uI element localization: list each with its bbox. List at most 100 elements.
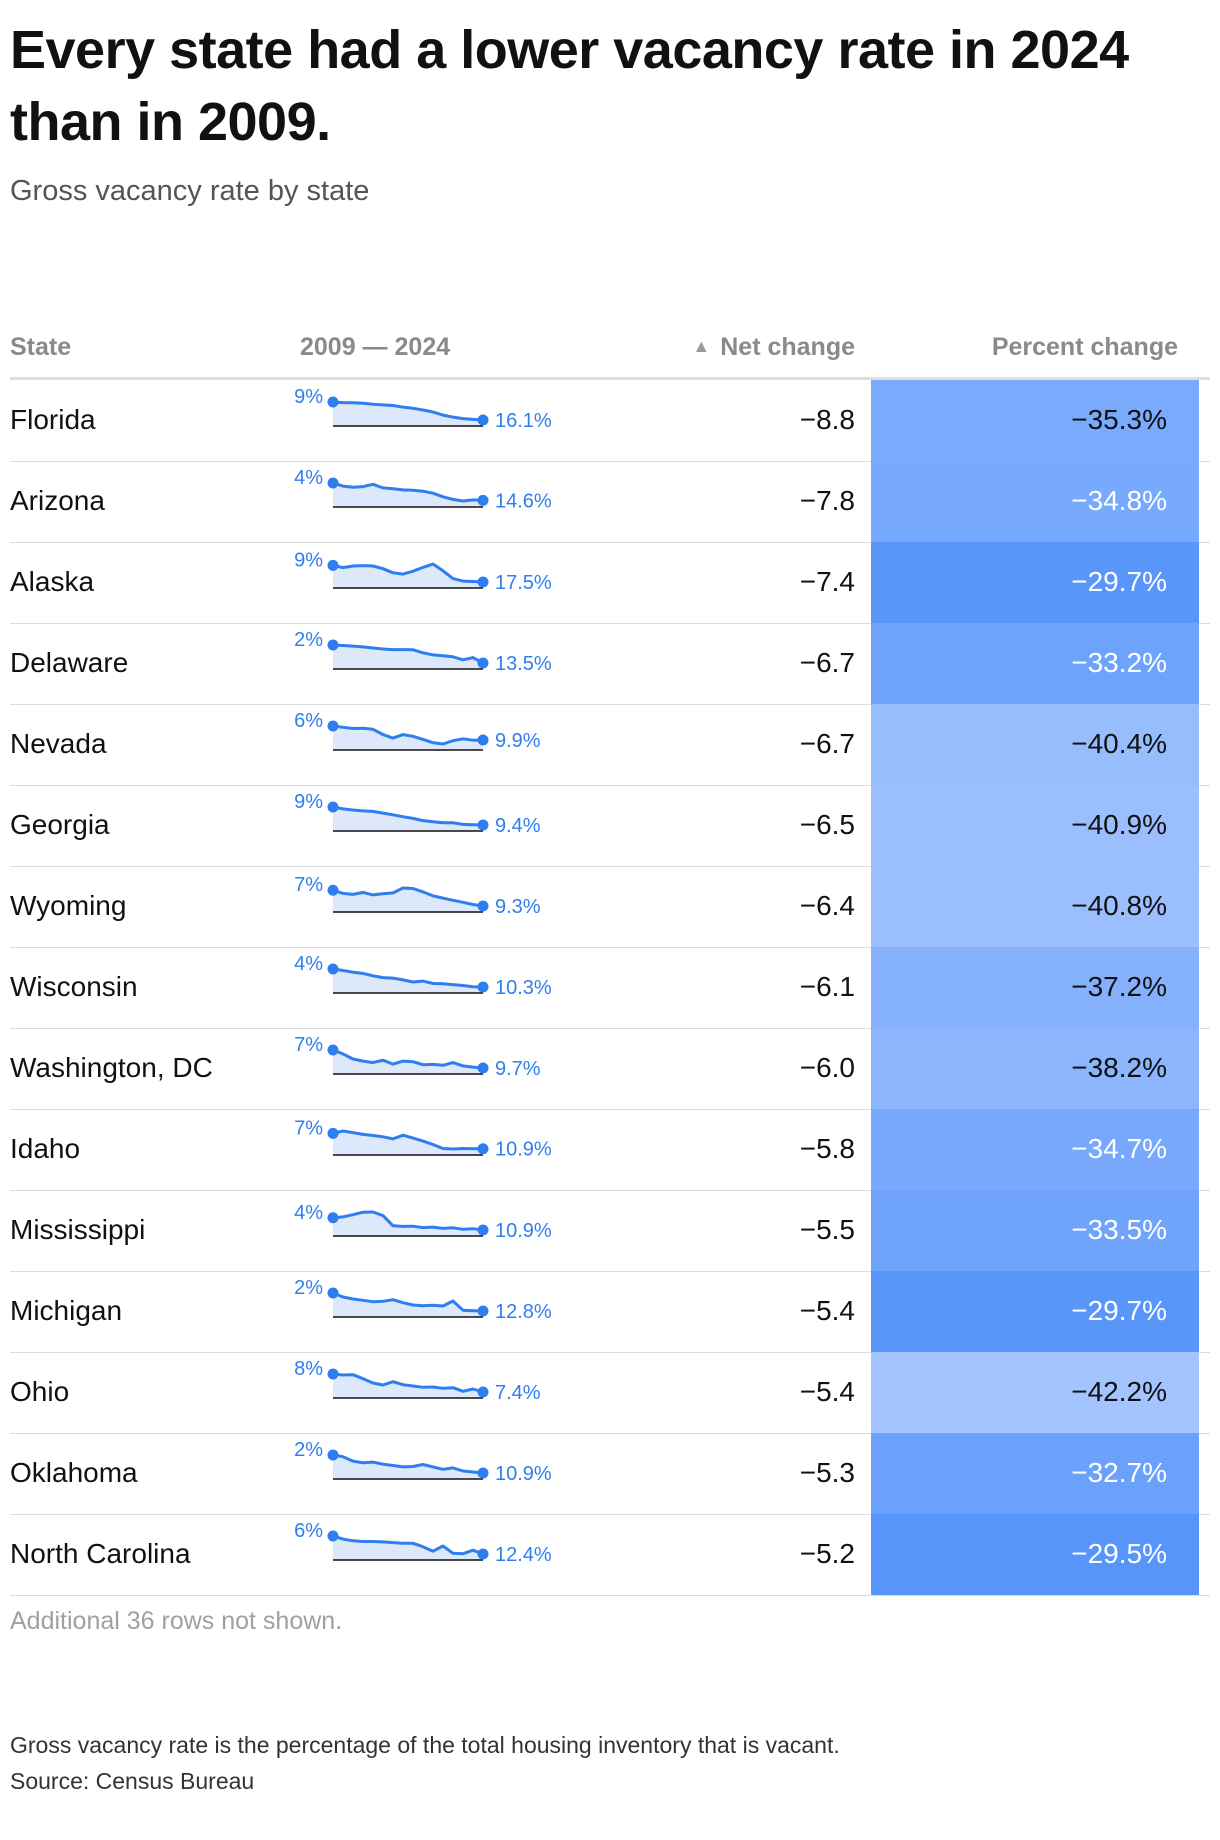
net-change-value: −6.7 xyxy=(799,647,855,678)
state-name: Delaware xyxy=(10,647,129,678)
sparkline-start-dot xyxy=(327,1368,339,1380)
percent-change-value: −35.3% xyxy=(1071,404,1167,435)
sparkline-line xyxy=(332,967,484,989)
percent-change-cell: −40.4% xyxy=(871,704,1199,785)
sparkline-start-dot xyxy=(327,396,339,408)
percent-change-value: −29.7% xyxy=(1071,566,1167,597)
percent-change-cell: −34.7% xyxy=(871,1109,1199,1190)
start-value-label: 12.8% xyxy=(293,1358,323,1380)
sparkline: 16.4% 10.9% xyxy=(293,1202,552,1242)
net-change-value: −6.5 xyxy=(799,809,855,840)
column-header-range[interactable]: 2009 — 2024 xyxy=(300,333,451,361)
state-name: Alaska xyxy=(10,566,95,597)
sparkline-area xyxy=(333,1212,483,1236)
sparkline-end-dot xyxy=(477,494,489,506)
sparkline-end-dot xyxy=(477,414,489,426)
sparkline-start-dot xyxy=(327,477,339,489)
source-note: Source: Census Bureau xyxy=(10,1768,255,1794)
net-change-value: −5.4 xyxy=(799,1295,855,1326)
sparkline-end-dot xyxy=(477,1143,489,1155)
end-value-label: 10.9% xyxy=(495,1220,552,1242)
net-change-value: −6.1 xyxy=(799,971,855,1002)
sparkline-start-dot xyxy=(327,1449,339,1461)
state-name: Georgia xyxy=(10,809,110,840)
start-value-label: 16.6% xyxy=(293,710,323,732)
sparkline-start-dot xyxy=(327,720,339,732)
start-value-label: 18.2% xyxy=(293,1277,323,1299)
table-row: Michigan 18.2% 12.8% −5.4 −29.7% xyxy=(10,1271,1210,1353)
sparkline-end-dot xyxy=(477,657,489,669)
end-value-label: 7.4% xyxy=(495,1382,541,1404)
sparkline-end-dot xyxy=(477,1305,489,1317)
percent-change-value: −34.7% xyxy=(1071,1133,1167,1164)
table-row: Georgia 15.9% 9.4% −6.5 −40.9% xyxy=(10,785,1210,867)
table-row: Nevada 16.6% 9.9% −6.7 −40.4% xyxy=(10,704,1210,786)
sort-ascending-icon: ▲ xyxy=(692,336,711,356)
sparkline: 20.2% 13.5% xyxy=(293,629,552,675)
sparkline: 24.9% 16.1% xyxy=(293,386,552,432)
percent-change-value: −32.7% xyxy=(1071,1457,1167,1488)
end-value-label: 9.3% xyxy=(495,896,541,918)
end-value-label: 16.1% xyxy=(495,410,552,432)
sparkline-end-dot xyxy=(477,1548,489,1560)
sparkline: 16.6% 9.9% xyxy=(293,710,541,752)
column-header-net-change[interactable]: ▲ Net change xyxy=(692,333,855,362)
net-change-value: −5.3 xyxy=(799,1457,855,1488)
net-change-value: −6.0 xyxy=(799,1052,855,1083)
state-name: North Carolina xyxy=(10,1538,191,1569)
column-header-state[interactable]: State xyxy=(10,333,72,361)
percent-change-value: −33.2% xyxy=(1071,647,1167,678)
state-name: Idaho xyxy=(10,1133,81,1164)
start-value-label: 17.6% xyxy=(293,1520,323,1542)
sparkline-start-dot xyxy=(327,1287,339,1299)
sparkline-line xyxy=(332,1129,483,1151)
table-row: Wisconsin 16.4% 10.3% −6.1 −37.2% xyxy=(10,947,1210,1029)
percent-change-value: −34.8% xyxy=(1071,485,1167,516)
start-value-label: 15.7% xyxy=(293,1034,323,1056)
sparkline: 15.9% 9.4% xyxy=(293,791,541,837)
end-value-label: 14.6% xyxy=(495,490,552,512)
sparkline-area xyxy=(333,888,483,912)
table-row: Idaho 16.7% 10.9% −5.8 −34.7% xyxy=(10,1109,1210,1191)
sparkline: 15.7% 9.7% xyxy=(293,1034,541,1080)
end-value-label: 12.4% xyxy=(495,1544,552,1566)
sparkline-start-dot xyxy=(327,1530,339,1542)
sparkline: 22.4% 14.6% xyxy=(293,467,552,512)
table-row: Washington, DC 15.7% 9.7% −6.0 −38.2% xyxy=(10,1028,1210,1110)
sparkline-start-dot xyxy=(327,884,339,896)
net-change-value: −6.4 xyxy=(799,890,855,921)
end-value-label: 9.4% xyxy=(495,815,541,837)
percent-change-value: −40.8% xyxy=(1071,890,1167,921)
sparkline-start-dot xyxy=(327,1044,339,1056)
sparkline-area xyxy=(333,483,483,507)
sparkline-area xyxy=(333,564,483,588)
net-change-value: −5.2 xyxy=(799,1538,855,1569)
start-value-label: 16.7% xyxy=(293,1117,323,1139)
sparkline-start-dot xyxy=(327,1212,339,1224)
net-change-value: −8.8 xyxy=(799,404,855,435)
table-row: Oklahoma 16.2% 10.9% −5.3 −32.7% xyxy=(10,1433,1210,1515)
percent-change-cell: −35.3% xyxy=(871,380,1199,461)
end-value-label: 10.9% xyxy=(495,1463,552,1485)
sparkline-area xyxy=(333,645,483,669)
sparkline-end-dot xyxy=(477,576,489,588)
sparkline-line xyxy=(332,643,484,665)
footnote: Gross vacancy rate is the percentage of … xyxy=(10,1732,840,1758)
state-name: Ohio xyxy=(10,1376,70,1407)
percent-change-cell: −38.2% xyxy=(871,1028,1199,1109)
column-header-percent-change[interactable]: Percent change xyxy=(991,333,1178,361)
end-value-label: 17.5% xyxy=(495,572,552,594)
start-value-label: 24.9% xyxy=(293,386,323,408)
sparkline-end-dot xyxy=(477,1467,489,1479)
state-name: Arizona xyxy=(10,485,105,516)
sparkline-start-dot xyxy=(327,559,339,571)
sparkline: 24.9% 17.5% xyxy=(293,549,552,594)
percent-change-value: −29.5% xyxy=(1071,1538,1167,1569)
percent-change-value: −33.5% xyxy=(1071,1214,1167,1245)
sparkline-end-dot xyxy=(477,1386,489,1398)
percent-change-cell: −32.7% xyxy=(871,1433,1199,1514)
sparkline-end-dot xyxy=(477,1224,489,1236)
table-row: Mississippi 16.4% 10.9% −5.5 −33.5% xyxy=(10,1190,1210,1272)
percent-change-cell: −40.8% xyxy=(871,866,1199,947)
table-row: North Carolina 17.6% 12.4% −5.2 −29.5% xyxy=(10,1514,1210,1596)
